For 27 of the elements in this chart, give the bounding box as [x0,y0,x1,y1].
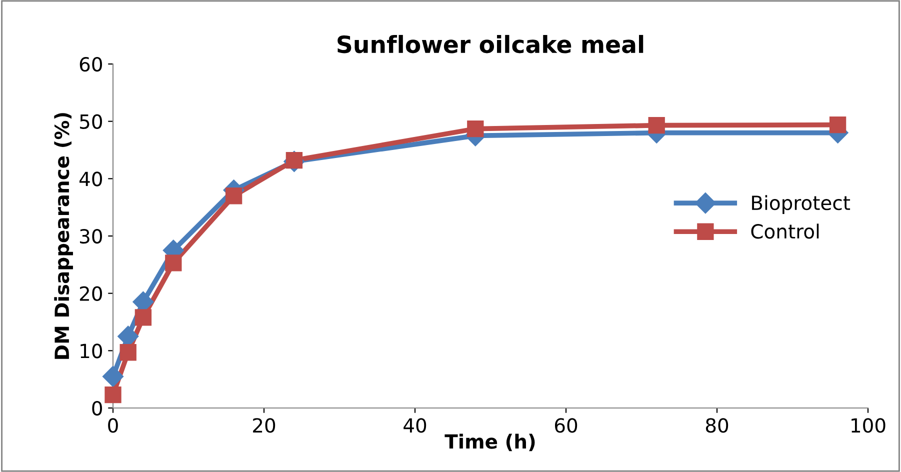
x-tick-label: 40 [404,418,426,433]
y-axis-title: DM Disappearance (%) [54,113,73,359]
legend-label: Control [751,224,819,239]
point [165,254,182,272]
chart-title: Sunflower oilcake meal [338,34,644,54]
x-tick-label: 100 [852,418,886,433]
y-tick-label: 0 [92,400,102,416]
x-axis-title: Time (h) [444,434,535,452]
y-tick-label: 40 [79,172,102,186]
y-tick-label: 20 [80,286,102,301]
legend-label: Bioprotect [752,195,850,214]
y-tick-label: 60 [80,56,102,72]
point [648,117,665,134]
x-tick-label: 20 [253,418,276,433]
point [225,188,242,204]
point [120,344,136,361]
point [102,366,124,387]
point [134,309,152,326]
x-tick-label: 80 [706,418,728,433]
x-tick-label: 60 [554,418,578,433]
y-tick-label: 10 [80,344,102,358]
x-tick-label: 0 [108,418,118,433]
point [467,120,484,138]
y-tick-label: 50 [80,114,102,129]
y-tick-label: 30 [80,228,102,244]
point [829,116,846,134]
point [104,386,122,404]
